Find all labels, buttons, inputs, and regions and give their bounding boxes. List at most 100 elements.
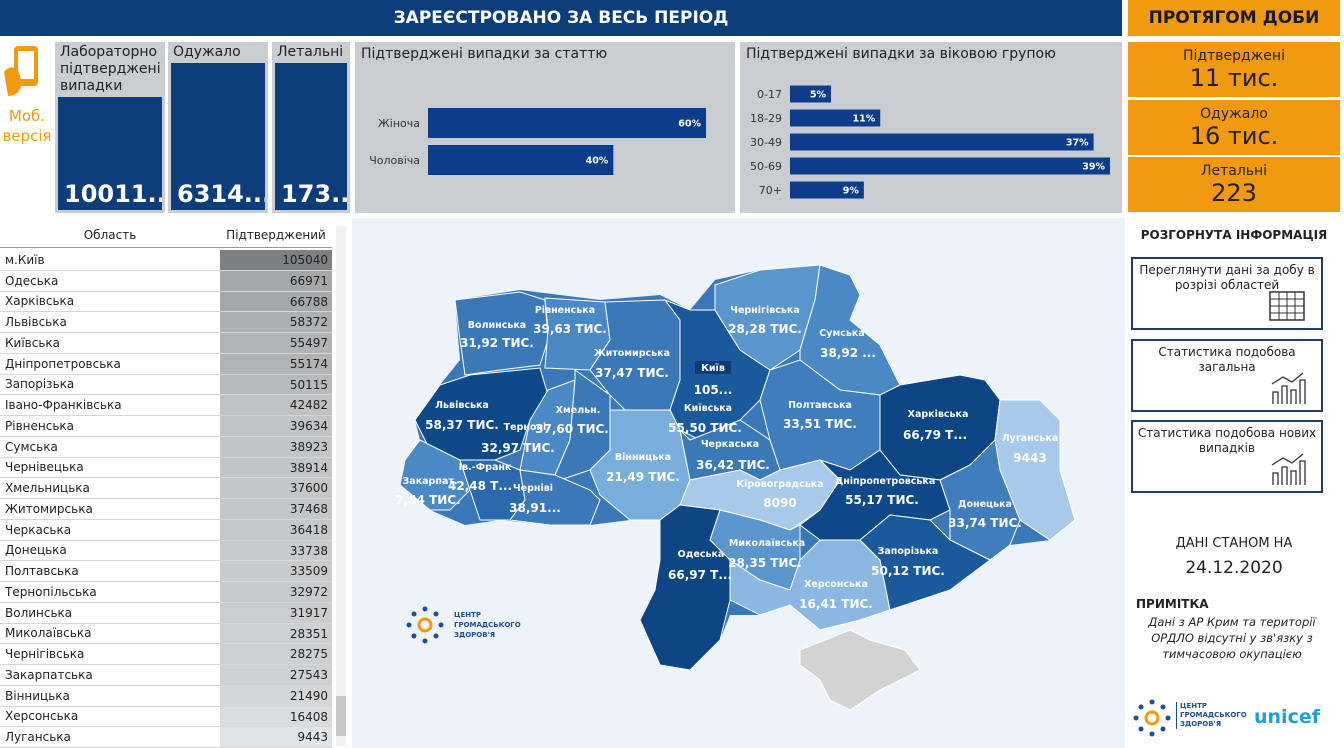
table-row: Черкаська 36418	[0, 519, 332, 541]
confirmed-cell: 9443	[220, 727, 332, 747]
chart-title: Підтверджені випадки за віковою групою	[746, 46, 1056, 62]
note-title: ПРИМІТКА	[1136, 597, 1209, 611]
region[interactable]	[939, 438, 1021, 561]
icon-shape	[1270, 292, 1304, 320]
region-name: Сумська	[819, 328, 864, 339]
region-value: 32,97 ТИС.	[481, 441, 555, 455]
region-name: Хмельницька	[5, 481, 90, 496]
region-value: 50,12 ТИС.	[871, 564, 945, 578]
map: Волинська 31,92 ТИС. Рівненська 39,63 ТИС. Ж…	[352, 218, 1125, 748]
crimea	[799, 629, 921, 711]
table-row: Житомирська 37468	[0, 499, 332, 520]
table-row: Миколаївська 28351	[0, 623, 332, 645]
button-icon	[1271, 372, 1306, 404]
sidebar-button[interactable]: Статистика подобова нових випадків	[1131, 420, 1323, 493]
icon-shape	[1271, 453, 1304, 466]
phone-icon	[4, 46, 38, 96]
sidebar-button[interactable]: Переглянути дані за добу в розрізі облас…	[1131, 257, 1323, 330]
bar	[790, 109, 881, 127]
region-name: Полтавська	[788, 400, 852, 411]
region-name: Одеська	[678, 549, 725, 560]
logo-dot	[411, 611, 417, 617]
table-row: Полтавська 33509	[0, 561, 332, 582]
region-name: Закарпатська	[5, 667, 93, 682]
region-value: 55,50 ТИС.	[668, 421, 742, 435]
total-value: 6314...	[177, 180, 265, 208]
value-label: 39%	[1082, 162, 1105, 173]
daily-value: 223	[1211, 178, 1257, 207]
category-label: 18-29	[750, 112, 782, 125]
region-name: Кіровоградська	[736, 479, 823, 490]
region-name: Харківська	[5, 294, 75, 309]
region[interactable]	[859, 514, 991, 611]
table-row: Дніпропетровська 55174	[0, 353, 332, 375]
region-name: Житомирська	[5, 501, 93, 516]
total-label: Лабораторно підтверджені випадки	[60, 44, 161, 94]
logo-dot	[422, 638, 428, 644]
region-name: Вінницька	[615, 452, 671, 463]
button-icon	[1271, 453, 1306, 485]
mobile-label: Моб.	[8, 107, 46, 125]
total-card: Лабораторно підтверджені випадки 10011...	[55, 42, 165, 213]
confirmed-cell: 33738	[220, 540, 332, 561]
region-name: Чернівецька	[5, 460, 84, 475]
region-name: Київ	[701, 363, 725, 374]
region-name: Запорізька	[5, 377, 75, 392]
region-name: Дніпропетровська	[835, 476, 936, 487]
column-header: Область	[0, 222, 220, 248]
confirmed-cell: 50115	[220, 374, 332, 395]
value-label: 5%	[810, 90, 827, 101]
confirmed-cell: 42482	[220, 395, 332, 415]
confirmed-cell: 39634	[220, 416, 332, 436]
confirmed-cell: 37468	[220, 499, 332, 519]
daily-header: ПРОТЯГОМ ДОБИ	[1128, 0, 1340, 36]
table-row: Чернігівська 28275	[0, 644, 332, 665]
region-value: 33,51 ТИС.	[783, 417, 857, 431]
icon-shape	[1272, 460, 1306, 485]
logo-text: ГРОМАДСЬКОГО	[1180, 711, 1247, 719]
confirmed-cell: 21490	[220, 685, 332, 706]
region-name: Дніпропетровська	[5, 356, 121, 371]
mobile-link[interactable]: Моб. версія	[0, 42, 54, 212]
region-name: м.Київ	[5, 252, 45, 267]
region-value: 66,97 Т...	[668, 568, 732, 582]
region-value: 36,42 ТИС.	[696, 458, 770, 472]
confirmed-cell: 27543	[220, 665, 332, 685]
table-row: Івано-Франківська 42482	[0, 395, 332, 416]
sidebar: РОЗГОРНУТА ІНФОРМАЦІЯ ДАНІ СТАНОМ НА 24.…	[1128, 42, 1340, 748]
logo-text: ЦЕНТР	[454, 611, 481, 619]
value-label: 11%	[853, 114, 876, 125]
table-row: Запорізька 50115	[0, 374, 332, 396]
logo-dot	[422, 606, 428, 612]
region-value: 21,49 ТИС.	[606, 470, 680, 484]
region[interactable]	[509, 469, 601, 526]
region-name: Сумська	[5, 439, 58, 454]
region-value: 28,28 ТИС.	[728, 322, 802, 336]
region-name: Закарпат.	[403, 476, 458, 487]
region-value: 58,37 ТИС.	[425, 418, 499, 432]
region-name: Київська	[684, 403, 732, 414]
region-name: Київська	[5, 335, 60, 350]
logo-icon	[1133, 699, 1171, 737]
table-row: Львівська 58372	[0, 312, 332, 333]
total-box: 10011...	[58, 97, 162, 210]
region-value: 66,79 Т...	[903, 428, 967, 442]
daily-label: Летальні	[1200, 162, 1268, 179]
region-name: Миколаївська	[5, 626, 92, 641]
city-box[interactable]	[695, 361, 731, 374]
sidebar-button[interactable]: Статистика подобова загальна	[1131, 339, 1323, 412]
region-value: 16,41 ТИС.	[799, 597, 873, 611]
value-label: 9%	[843, 186, 860, 197]
daily-label: Одужало	[1200, 105, 1268, 122]
confirmed-cell: 38914	[220, 457, 332, 478]
region-name: Донецька	[958, 499, 1012, 510]
button-label: Переглянути дані за добу в розрізі облас…	[1139, 263, 1315, 292]
value-label: 60%	[678, 119, 701, 130]
table-row: Одеська 66971	[0, 270, 332, 292]
region[interactable]	[454, 291, 549, 376]
icon-shape	[1272, 379, 1306, 404]
header-bar: ЗАРЕЄСТРОВАНО ЗА ВЕСЬ ПЕРІОД	[0, 0, 1122, 36]
confirmed-cell: 58372	[220, 312, 332, 332]
region-name: Рівненська	[5, 418, 74, 433]
scrollbar[interactable]	[336, 226, 346, 746]
